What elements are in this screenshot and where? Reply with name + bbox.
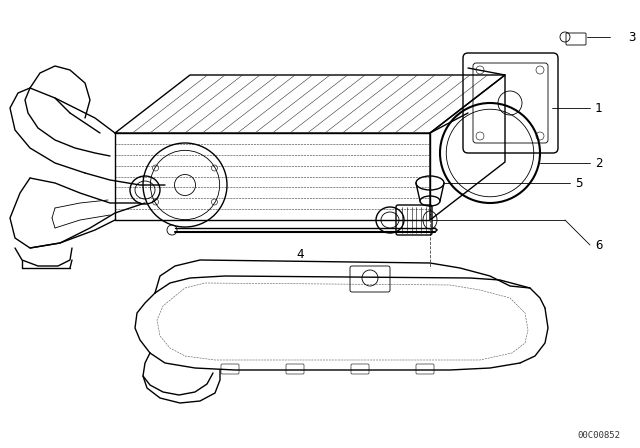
Text: 6: 6 [595, 238, 602, 251]
Text: 2: 2 [595, 156, 602, 169]
Text: 4: 4 [296, 248, 304, 261]
Text: 5: 5 [575, 177, 582, 190]
Text: 00C00852: 00C00852 [577, 431, 620, 440]
Text: 1: 1 [595, 102, 602, 115]
Text: 3: 3 [628, 30, 636, 43]
